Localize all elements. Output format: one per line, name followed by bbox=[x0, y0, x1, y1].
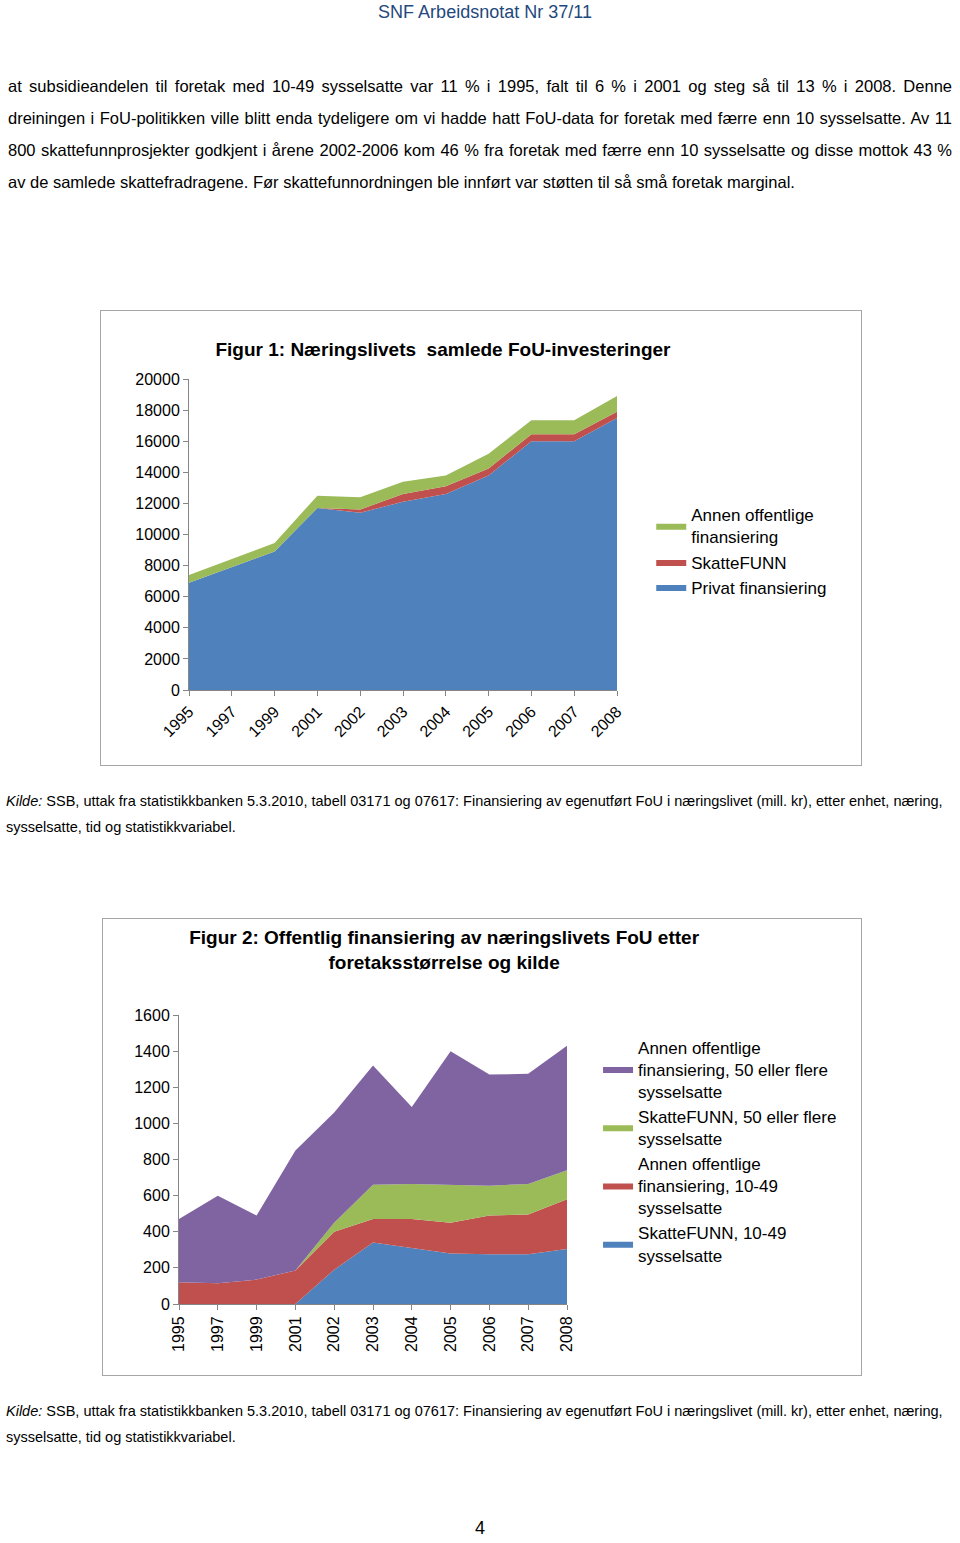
svg-text:2004: 2004 bbox=[416, 703, 453, 740]
html-text:Kilde: SSB, uttak fra statisti: Kilde: SSB, uttak fra statistikkbanken 5… bbox=[6, 793, 943, 835]
svg-text:6000: 6000 bbox=[144, 588, 180, 605]
svg-text:18000: 18000 bbox=[135, 402, 180, 419]
svg-text:1400: 1400 bbox=[134, 1043, 170, 1060]
svg-text:1200: 1200 bbox=[134, 1079, 170, 1096]
svg-text:2001: 2001 bbox=[287, 1316, 304, 1352]
svg-text:400: 400 bbox=[143, 1223, 170, 1240]
svg-text:2008: 2008 bbox=[588, 703, 625, 740]
svg-text:1999: 1999 bbox=[248, 1316, 265, 1352]
svg-text:Annen offentligefinansiering,: Annen offentligefinansiering, 10-49sysse… bbox=[638, 1155, 778, 1218]
svg-text:1999: 1999 bbox=[245, 703, 282, 740]
svg-text:1995: 1995 bbox=[170, 1316, 187, 1352]
svg-text:2003: 2003 bbox=[364, 1316, 381, 1352]
svg-text:1000: 1000 bbox=[134, 1115, 170, 1132]
svg-text:20000: 20000 bbox=[135, 371, 180, 388]
svg-text:200: 200 bbox=[143, 1259, 170, 1276]
svg-text:1995: 1995 bbox=[160, 703, 197, 740]
svg-text:2007: 2007 bbox=[545, 703, 582, 740]
svg-text:8000: 8000 bbox=[144, 557, 180, 574]
svg-text:2005: 2005 bbox=[459, 703, 496, 740]
svg-text:Figur 1: Næringslivets samled: Figur 1: Næringslivets samlede FoU-inves… bbox=[215, 339, 671, 360]
svg-text:2001: 2001 bbox=[288, 703, 325, 740]
svg-text:2000: 2000 bbox=[144, 651, 180, 668]
svg-text:2004: 2004 bbox=[403, 1316, 420, 1352]
svg-text:1997: 1997 bbox=[209, 1316, 226, 1352]
svg-text:4000: 4000 bbox=[144, 619, 180, 636]
svg-text:0: 0 bbox=[171, 682, 180, 699]
svg-text:1997: 1997 bbox=[202, 703, 239, 740]
svg-text:SkatteFUNN: SkatteFUNN bbox=[691, 554, 786, 573]
svg-text:Annen offentligefinansiering: Annen offentligefinansiering bbox=[691, 506, 814, 547]
svg-text:2002: 2002 bbox=[331, 703, 368, 740]
html-text:Kilde: SSB, uttak fra statisti: Kilde: SSB, uttak fra statistikkbanken 5… bbox=[6, 1403, 943, 1445]
svg-text:0: 0 bbox=[161, 1296, 170, 1313]
svg-text:800: 800 bbox=[143, 1151, 170, 1168]
html-text:SNF Arbeidsnotat Nr 37/11: SNF Arbeidsnotat Nr 37/11 bbox=[378, 2, 592, 22]
svg-text:SkatteFUNN, 50 eller fleresyss: SkatteFUNN, 50 eller fleresysselsatte bbox=[638, 1108, 836, 1149]
svg-text:2005: 2005 bbox=[442, 1316, 459, 1352]
svg-text:Figur 2: Offentlig finansierin: Figur 2: Offentlig finansiering av nærin… bbox=[189, 927, 700, 973]
svg-text:2006: 2006 bbox=[481, 1316, 498, 1352]
svg-text:Annen offentligefinansiering,: Annen offentligefinansiering, 50 eller f… bbox=[638, 1039, 828, 1102]
svg-text:2002: 2002 bbox=[325, 1316, 342, 1352]
svg-text:10000: 10000 bbox=[135, 526, 180, 543]
svg-text:12000: 12000 bbox=[135, 495, 180, 512]
svg-text:600: 600 bbox=[143, 1187, 170, 1204]
svg-text:2003: 2003 bbox=[374, 703, 411, 740]
html-text:at subsidieandelen til foretak: at subsidieandelen til foretak med 10-49… bbox=[8, 77, 952, 191]
svg-text:2007: 2007 bbox=[519, 1316, 536, 1352]
svg-text:SkatteFUNN, 10-49sysselsatte: SkatteFUNN, 10-49sysselsatte bbox=[638, 1224, 786, 1265]
svg-text:14000: 14000 bbox=[135, 464, 180, 481]
svg-text:16000: 16000 bbox=[135, 433, 180, 450]
html-text:4: 4 bbox=[475, 1518, 485, 1538]
svg-text:2008: 2008 bbox=[558, 1316, 575, 1352]
svg-text:Privat finansiering: Privat finansiering bbox=[691, 579, 826, 598]
svg-text:1600: 1600 bbox=[134, 1007, 170, 1024]
svg-text:2006: 2006 bbox=[502, 703, 539, 740]
